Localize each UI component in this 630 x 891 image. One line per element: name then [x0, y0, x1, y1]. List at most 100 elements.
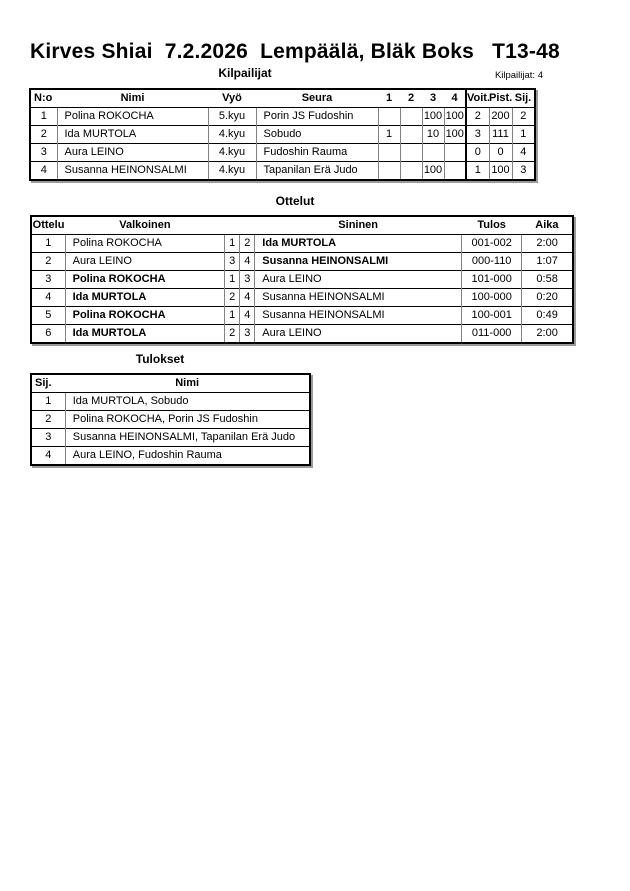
header-white-no — [225, 216, 240, 235]
competitor-score-1 — [377, 107, 400, 126]
matches-section-title: Ottelut — [275, 194, 315, 208]
header-club: Seura — [301, 92, 333, 104]
competitor-belt: 4.kyu — [207, 143, 256, 162]
competitor-points: 200 — [488, 107, 512, 126]
competitors-section-title: Kilpailijat — [218, 66, 272, 80]
result-place: 3 — [31, 428, 66, 447]
header-col3: 3 — [429, 92, 437, 104]
match-row: 1 Polina ROKOCHA 1 2 Ida MURTOLA 001-002… — [31, 234, 573, 253]
match-time: 0:49 — [521, 306, 573, 325]
competitor-wins: 1 — [465, 161, 489, 180]
competitor-belt: 4.kyu — [207, 161, 256, 180]
competitor-points: 0 — [488, 143, 512, 162]
match-white-name: Ida MURTOLA — [64, 288, 225, 307]
header-wins: Voit. — [465, 89, 489, 108]
header-place: Sij. — [35, 377, 52, 389]
match-white-name: Ida MURTOLA — [64, 324, 225, 343]
match-time: 2:00 — [521, 324, 573, 343]
competitor-no: 4 — [30, 161, 57, 180]
competitors-table: N:o Nimi Vyö Seura 1 2 3 4 Voit. Pist. S… — [29, 88, 536, 181]
match-white-no: 2 — [224, 288, 240, 307]
header-result: Tulos — [477, 219, 506, 231]
competitor-club: Sobudo — [255, 125, 378, 144]
page-title: Kirves Shiai 7.2.2026 Lempäälä, Bläk Bok… — [30, 40, 560, 63]
result-row: 2 Polina ROKOCHA, Porin JS Fudoshin — [31, 410, 310, 429]
match-result: 000-110 — [461, 252, 522, 271]
matches-table: Ottelu Valkoinen Sininen Tulos Aika 1 Po… — [30, 215, 574, 344]
competitor-no: 1 — [30, 107, 57, 126]
competitors-count-label: Kilpailijat: 4 — [494, 70, 543, 81]
header-time: Aika — [535, 219, 559, 231]
matches-header-row: Ottelu Valkoinen Sininen Tulos Aika — [31, 216, 573, 235]
match-blue-no: 4 — [239, 306, 255, 325]
competitor-score-3 — [421, 143, 444, 162]
results-section-title: Tulokset — [135, 352, 185, 366]
competitor-name: Polina ROKOCHA — [56, 107, 208, 126]
competitor-score-1: 1 — [377, 125, 400, 144]
header-place: Sij. — [514, 92, 532, 104]
competitor-no: 3 — [30, 143, 57, 162]
header-col2: 2 — [407, 92, 415, 104]
match-time: 0:58 — [521, 270, 573, 289]
result-name: Aura LEINO, Fudoshin Rauma — [64, 446, 310, 465]
match-result: 001-002 — [461, 234, 522, 253]
result-row: 4 Aura LEINO, Fudoshin Rauma — [31, 446, 310, 465]
competitor-score-3: 100 — [421, 107, 444, 126]
competitor-score-4: 100 — [443, 107, 466, 126]
competitor-score-1 — [377, 143, 400, 162]
competitor-name: Susanna HEINONSALMI — [56, 161, 208, 180]
match-white-no: 1 — [224, 270, 240, 289]
competitor-wins: 2 — [465, 107, 489, 126]
competitor-score-2 — [399, 161, 422, 180]
header-name: Nimi — [120, 92, 145, 104]
match-blue-no: 4 — [239, 288, 255, 307]
match-blue-name: Susanna HEINONSALMI — [254, 306, 462, 325]
match-blue-no: 4 — [239, 252, 255, 271]
match-blue-no: 2 — [239, 234, 255, 253]
competitor-club: Fudoshin Rauma — [255, 143, 378, 162]
match-blue-name: Ida MURTOLA — [254, 234, 462, 253]
header-points: Pist. — [489, 92, 512, 104]
match-white-name: Polina ROKOCHA — [64, 234, 225, 253]
result-name: Ida MURTOLA, Sobudo — [64, 392, 310, 411]
match-white-name: Polina ROKOCHA — [64, 270, 225, 289]
competitor-place: 1 — [511, 125, 535, 144]
competitor-club: Porin JS Fudoshin — [255, 107, 378, 126]
header-col4: 4 — [451, 92, 458, 104]
header-blue: Sininen — [338, 219, 379, 231]
header-belt: Vyö — [222, 92, 242, 104]
match-number: 4 — [31, 288, 66, 307]
competitor-club: Tapanilan Erä Judo — [255, 161, 378, 180]
competitor-points: 111 — [488, 125, 512, 144]
match-blue-no: 3 — [239, 270, 255, 289]
match-row: 5 Polina ROKOCHA 1 4 Susanna HEINONSALMI… — [31, 306, 573, 325]
result-place: 4 — [31, 446, 66, 465]
header-match: Ottelu — [32, 219, 65, 231]
competitor-score-3: 100 — [421, 161, 444, 180]
header-blue-no — [240, 216, 255, 235]
match-row: 3 Polina ROKOCHA 1 3 Aura LEINO 101-000 … — [31, 270, 573, 289]
competitor-score-3: 10 — [421, 125, 444, 144]
match-number: 2 — [31, 252, 66, 271]
competitor-name: Ida MURTOLA — [56, 125, 208, 144]
competitor-place: 4 — [511, 143, 535, 162]
result-place: 2 — [31, 410, 66, 429]
match-result: 100-001 — [461, 306, 522, 325]
result-row: 3 Susanna HEINONSALMI, Tapanilan Erä Jud… — [31, 428, 310, 447]
match-number: 3 — [31, 270, 66, 289]
competitor-score-1 — [377, 161, 400, 180]
competitor-belt: 5.kyu — [207, 107, 256, 126]
competitor-wins: 3 — [465, 125, 489, 144]
match-result: 100-000 — [461, 288, 522, 307]
match-time: 0:20 — [521, 288, 573, 307]
match-blue-name: Aura LEINO — [254, 324, 462, 343]
competitor-wins: 0 — [465, 143, 489, 162]
competitor-place: 2 — [511, 107, 535, 126]
header-col1: 1 — [385, 92, 393, 104]
competitor-belt: 4.kyu — [207, 125, 256, 144]
match-white-name: Polina ROKOCHA — [64, 306, 225, 325]
match-row: 6 Ida MURTOLA 2 3 Aura LEINO 011-000 2:0… — [31, 324, 573, 343]
competitor-score-4 — [443, 143, 466, 162]
result-place: 1 — [31, 392, 66, 411]
competitor-score-4: 100 — [443, 125, 466, 144]
